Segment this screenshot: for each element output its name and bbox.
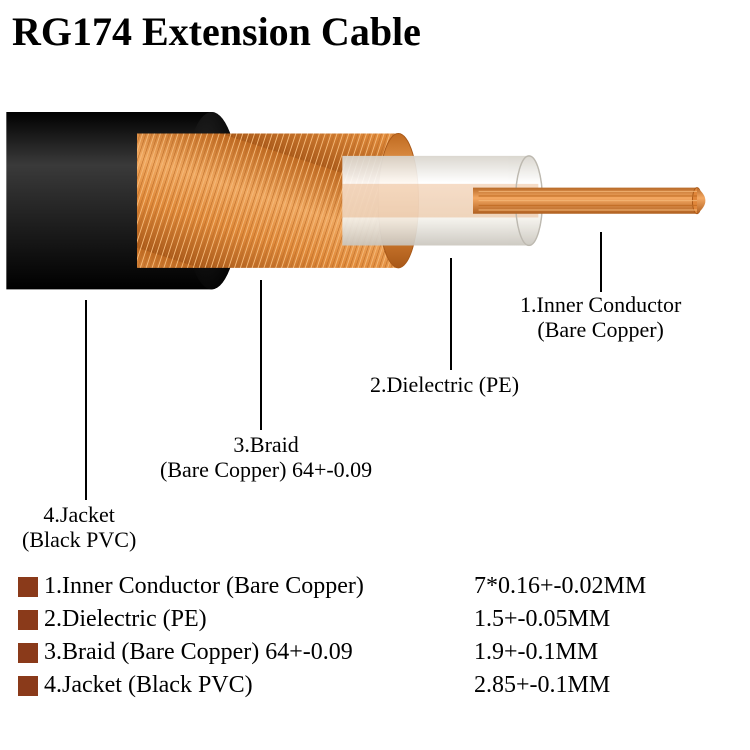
callout-braid: 3.Braid (Bare Copper) 64+-0.09: [160, 432, 372, 483]
leader-braid: [260, 280, 262, 430]
legend-label: 4.Jacket (Black PVC): [44, 672, 474, 699]
leader-dielectric: [450, 258, 452, 370]
callout-text: (Bare Copper): [537, 317, 663, 342]
callout-text: 4.Jacket: [43, 502, 114, 527]
callout-text: (Bare Copper) 64+-0.09: [160, 457, 372, 482]
legend-label: 1.Inner Conductor (Bare Copper): [44, 573, 474, 600]
legend-row: 3.Braid (Bare Copper) 64+-0.091.9+-0.1MM: [18, 636, 646, 669]
callout-jacket: 4.Jacket (Black PVC): [22, 502, 136, 553]
legend-swatch: [18, 676, 38, 696]
legend-row: 2.Dielectric (PE)1.5+-0.05MM: [18, 603, 646, 636]
legend-label: 2.Dielectric (PE): [44, 606, 474, 633]
legend-value: 7*0.16+-0.02MM: [474, 573, 646, 600]
leader-jacket: [85, 300, 87, 500]
callout-text: 2.Dielectric (PE): [370, 372, 519, 397]
legend-swatch: [18, 610, 38, 630]
callout-text: (Black PVC): [22, 527, 136, 552]
callout-text: 3.Braid: [233, 432, 298, 457]
legend-value: 1.9+-0.1MM: [474, 639, 598, 666]
legend-label: 3.Braid (Bare Copper) 64+-0.09: [44, 639, 474, 666]
callout-text: 1.Inner Conductor: [520, 292, 681, 317]
page-title: RG174 Extension Cable: [12, 8, 421, 55]
callout-dielectric: 2.Dielectric (PE): [370, 372, 519, 397]
legend-value: 1.5+-0.05MM: [474, 606, 610, 633]
legend-row: 1.Inner Conductor (Bare Copper)7*0.16+-0…: [18, 570, 646, 603]
callout-inner-conductor: 1.Inner Conductor (Bare Copper): [520, 292, 681, 343]
legend-table: 1.Inner Conductor (Bare Copper)7*0.16+-0…: [18, 570, 646, 702]
legend-swatch: [18, 577, 38, 597]
legend-row: 4.Jacket (Black PVC)2.85+-0.1MM: [18, 669, 646, 702]
leader-inner-conductor: [600, 232, 602, 292]
legend-swatch: [18, 643, 38, 663]
legend-value: 2.85+-0.1MM: [474, 672, 610, 699]
